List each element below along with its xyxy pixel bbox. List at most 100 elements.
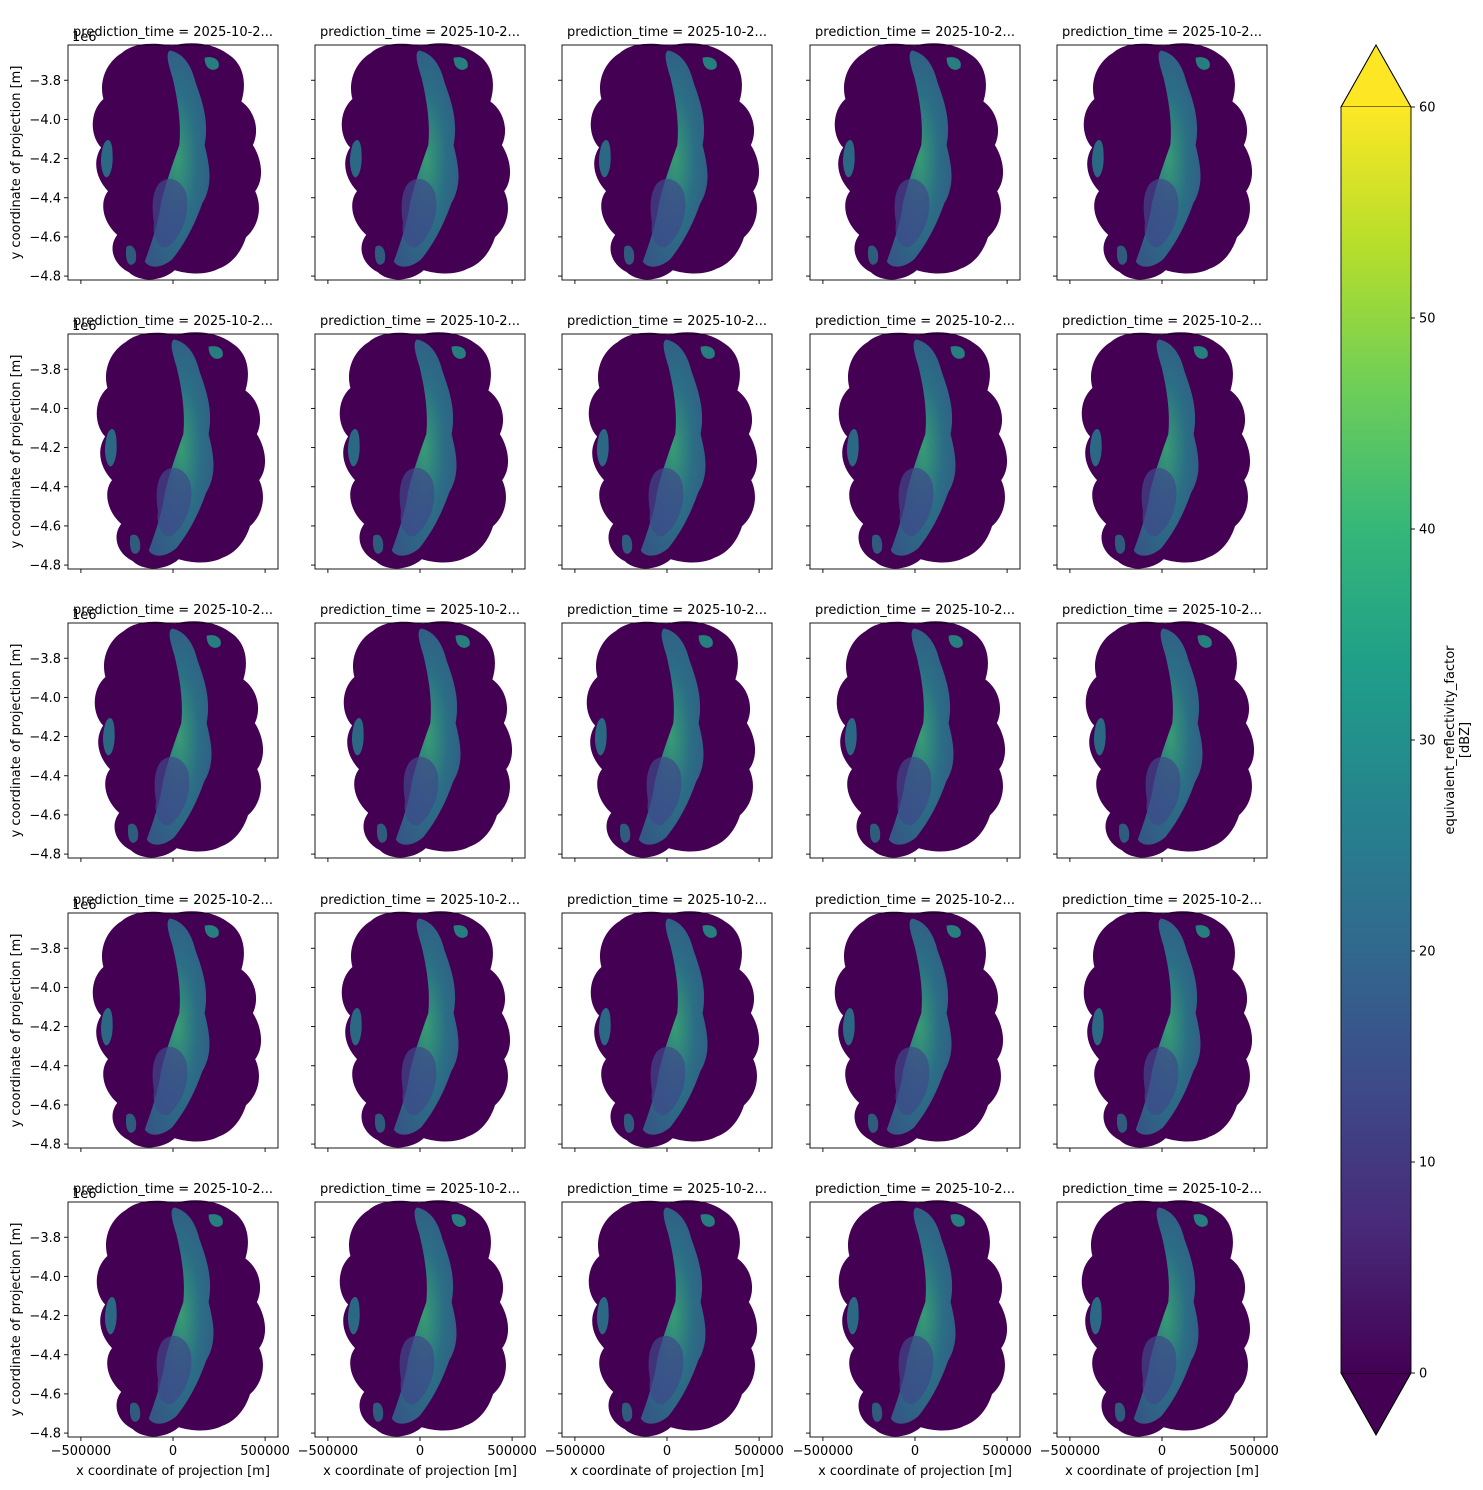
y-tick-label: −4.8 (29, 559, 61, 574)
colorbar-tick-label: 20 (1419, 945, 1436, 960)
panel-title: prediction_time = 2025-10-2... (1062, 603, 1262, 618)
radar-reflectivity-field (834, 911, 1004, 1148)
x-axis-label: x coordinate of projection [m] (76, 1464, 270, 1479)
y-axis-label: y coordinate of projection [m] (9, 66, 24, 260)
panel-title: prediction_time = 2025-10-2... (815, 314, 1015, 329)
panel: prediction_time = 2025-10-2... (1053, 314, 1268, 573)
y-tick-label: −4.0 (29, 1270, 61, 1285)
panel: prediction_time = 2025-10-2... (1053, 603, 1268, 862)
x-tick-label: −500000 (1040, 1444, 1101, 1459)
panel: prediction_time = 2025-10-2... (1053, 893, 1268, 1152)
x-tick-label: 0 (911, 1444, 919, 1459)
panel: prediction_time = 2025-10-2... (1053, 25, 1268, 284)
panel-title: prediction_time = 2025-10-2... (1062, 1182, 1262, 1197)
y-tick-label: −4.2 (29, 730, 61, 745)
x-tick-label: −500000 (298, 1444, 359, 1459)
radar-reflectivity-field (836, 621, 1006, 858)
panel-title: prediction_time = 2025-10-2... (320, 603, 520, 618)
y-tick-label: −4.4 (29, 480, 61, 495)
radar-reflectivity-field (1085, 621, 1255, 858)
y-axis-label: y coordinate of projection [m] (9, 355, 24, 549)
x-axis-label: x coordinate of projection [m] (818, 1464, 1012, 1479)
colorbar-tick-label: 30 (1419, 734, 1436, 749)
y-tick-label: −4.4 (29, 769, 61, 784)
x-tick-label: 500000 (734, 1444, 784, 1459)
colorbar-tick-label: 60 (1419, 101, 1436, 116)
panel: prediction_time = 2025-10-2... (558, 314, 773, 573)
y-axis-label: y coordinate of projection [m] (9, 1223, 24, 1417)
radar-reflectivity-field (1081, 1200, 1251, 1437)
x-tick-label: 500000 (487, 1444, 537, 1459)
panel: prediction_time = 2025-10-2... (806, 314, 1021, 573)
panel: prediction_time = 2025-10-2... (311, 25, 526, 284)
radar-reflectivity-field (838, 332, 1008, 569)
radar-reflectivity-field (341, 911, 511, 1148)
radar-reflectivity-field (1083, 43, 1253, 280)
x-tick-label: 0 (169, 1444, 177, 1459)
radar-reflectivity-field (96, 1200, 266, 1437)
x-axis-label: x coordinate of projection [m] (323, 1464, 517, 1479)
radar-reflectivity-field (1081, 332, 1251, 569)
radar-reflectivity-field (94, 621, 264, 858)
y-axis-label: y coordinate of projection [m] (9, 934, 24, 1128)
y-tick-label: −3.8 (29, 652, 61, 667)
colorbar-extend-max (1340, 44, 1412, 108)
y-tick-label: −4.6 (29, 1098, 61, 1113)
y-tick-label: −3.8 (29, 74, 61, 89)
panel-title: prediction_time = 2025-10-2... (567, 893, 767, 908)
y-tick-label: −4.0 (29, 113, 61, 128)
panel-title: prediction_time = 2025-10-2... (320, 314, 520, 329)
radar-reflectivity-field (838, 1200, 1008, 1437)
panel: prediction_time = 2025-10-2... (806, 25, 1021, 284)
y-tick-label: −4.2 (29, 1309, 61, 1324)
y-tick-label: −4.2 (29, 1020, 61, 1035)
y-tick-label: −4.8 (29, 848, 61, 863)
y-tick-label: −4.4 (29, 191, 61, 206)
y-tick-label: −4.6 (29, 519, 61, 534)
radar-reflectivity-field (96, 332, 266, 569)
colorbar-extend-min (1340, 1372, 1412, 1436)
colorbar-tick-label: 10 (1419, 1156, 1436, 1171)
panel-title: prediction_time = 2025-10-2... (320, 1182, 520, 1197)
x-tick-label: 500000 (240, 1444, 290, 1459)
y-tick-label: −4.0 (29, 402, 61, 417)
radar-reflectivity-field (92, 911, 262, 1148)
panel-title: prediction_time = 2025-10-2... (73, 314, 273, 329)
panel-title: prediction_time = 2025-10-2... (815, 25, 1015, 40)
colorbar-tick-label: 40 (1419, 523, 1436, 538)
radar-reflectivity-field (588, 332, 758, 569)
panel: prediction_time = 2025-10-2... (558, 893, 773, 1152)
panel-title: prediction_time = 2025-10-2... (1062, 893, 1262, 908)
x-axis-label: x coordinate of projection [m] (570, 1464, 764, 1479)
x-tick-label: 500000 (1229, 1444, 1279, 1459)
y-tick-label: −4.4 (29, 1059, 61, 1074)
panel: prediction_time = 2025-10-2... (311, 603, 526, 862)
y-offset-label: 1e6 (72, 319, 97, 334)
panel-title: prediction_time = 2025-10-2... (73, 25, 273, 40)
panel-title: prediction_time = 2025-10-2... (567, 25, 767, 40)
y-tick-label: −4.2 (29, 441, 61, 456)
y-offset-label: 1e6 (72, 608, 97, 623)
x-tick-label: −500000 (51, 1444, 112, 1459)
x-tick-label: 0 (1158, 1444, 1166, 1459)
panel: prediction_time = 2025-10-2... −500000 0 50… (793, 1182, 1032, 1479)
y-tick-label: −3.8 (29, 1231, 61, 1246)
y-tick-label: −3.8 (29, 363, 61, 378)
radar-reflectivity-field (339, 1200, 509, 1437)
y-tick-label: −4.6 (29, 230, 61, 245)
panel-title: prediction_time = 2025-10-2... (815, 1182, 1015, 1197)
radar-reflectivity-field (586, 621, 756, 858)
panel-grid: prediction_time = 2025-10-2... −3.8 −4.0 −4… (9, 25, 1279, 1479)
panel: prediction_time = 2025-10-2... (558, 603, 773, 862)
radar-reflectivity-field (590, 911, 760, 1148)
panel-title: prediction_time = 2025-10-2... (567, 1182, 767, 1197)
x-tick-label: 0 (416, 1444, 424, 1459)
panel: prediction_time = 2025-10-2... −500000 0 50… (1040, 1182, 1279, 1479)
y-offset-label: 1e6 (72, 1187, 97, 1202)
panel-title: prediction_time = 2025-10-2... (567, 314, 767, 329)
radar-reflectivity-field (588, 1200, 758, 1437)
y-tick-label: −4.8 (29, 1138, 61, 1153)
y-tick-label: −4.8 (29, 270, 61, 285)
panel-title: prediction_time = 2025-10-2... (73, 603, 273, 618)
